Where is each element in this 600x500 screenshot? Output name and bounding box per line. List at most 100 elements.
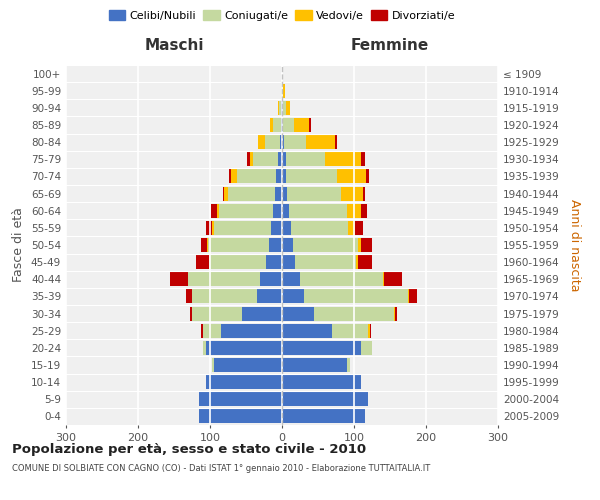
Bar [202,238,207,252]
Bar [206,221,212,235]
Bar [289,204,347,218]
Text: Femmine: Femmine [351,38,429,53]
Bar [335,135,337,149]
Bar [188,272,260,286]
Bar [276,170,282,183]
Text: Popolazione per età, sesso e stato civile - 2010: Popolazione per età, sesso e stato civil… [12,442,366,456]
Bar [247,152,250,166]
Bar [282,135,284,149]
Bar [348,221,355,235]
Bar [206,341,282,355]
Bar [282,101,283,115]
Bar [199,392,282,406]
Bar [275,186,282,200]
Bar [368,324,370,338]
Bar [282,204,289,218]
Bar [242,306,282,320]
Bar [208,238,269,252]
Bar [203,324,221,338]
Bar [286,152,325,166]
Bar [212,358,214,372]
Bar [282,324,332,338]
Bar [203,341,206,355]
Bar [231,170,236,183]
Bar [199,410,282,424]
Bar [306,135,335,149]
Bar [286,170,337,183]
Bar [186,290,192,304]
Text: Maschi: Maschi [144,38,204,53]
Bar [260,272,282,286]
Bar [236,170,276,183]
Bar [196,255,209,269]
Bar [266,255,282,269]
Bar [279,101,281,115]
Bar [217,204,220,218]
Bar [347,204,361,218]
Bar [212,221,214,235]
Legend: Celibi/Nubili, Coniugati/e, Vedovi/e, Divorziati/e: Celibi/Nubili, Coniugati/e, Vedovi/e, Di… [104,6,460,25]
Bar [361,238,372,252]
Bar [361,152,365,166]
Bar [280,135,282,149]
Bar [304,290,408,304]
Bar [257,290,282,304]
Bar [223,186,224,200]
Bar [283,84,285,98]
Bar [282,392,368,406]
Text: COMUNE DI SOLBIATE CON CAGNO (CO) - Dati ISTAT 1° gennaio 2010 - Elaborazione TU: COMUNE DI SOLBIATE CON CAGNO (CO) - Dati… [12,464,430,473]
Bar [384,272,402,286]
Bar [282,341,361,355]
Bar [207,238,208,252]
Bar [281,101,282,115]
Bar [282,290,304,304]
Bar [265,135,280,149]
Bar [308,118,311,132]
Bar [250,152,253,166]
Bar [278,101,279,115]
Bar [409,290,416,304]
Bar [290,221,348,235]
Bar [282,84,283,98]
Bar [370,324,371,338]
Bar [361,341,372,355]
Bar [408,290,409,304]
Bar [220,204,274,218]
Bar [271,221,282,235]
Bar [332,324,368,338]
Bar [282,272,300,286]
Bar [282,238,293,252]
Bar [170,272,188,286]
Bar [282,118,283,132]
Bar [282,186,287,200]
Bar [214,221,271,235]
Bar [206,375,282,389]
Bar [356,255,358,269]
Bar [281,118,282,132]
Bar [287,186,341,200]
Bar [282,152,286,166]
Bar [192,290,257,304]
Bar [228,186,275,200]
Bar [383,272,384,286]
Bar [283,118,294,132]
Bar [362,186,365,200]
Bar [202,324,203,338]
Bar [300,272,383,286]
Bar [278,152,282,166]
Bar [253,152,278,166]
Bar [314,306,394,320]
Bar [221,324,282,338]
Bar [293,238,358,252]
Bar [281,84,282,98]
Bar [294,118,308,132]
Bar [229,170,231,183]
Bar [192,306,242,320]
Bar [274,118,281,132]
Bar [337,170,365,183]
Bar [358,255,372,269]
Bar [270,118,274,132]
Bar [258,135,265,149]
Bar [224,186,228,200]
Y-axis label: Fasce di età: Fasce di età [13,208,25,282]
